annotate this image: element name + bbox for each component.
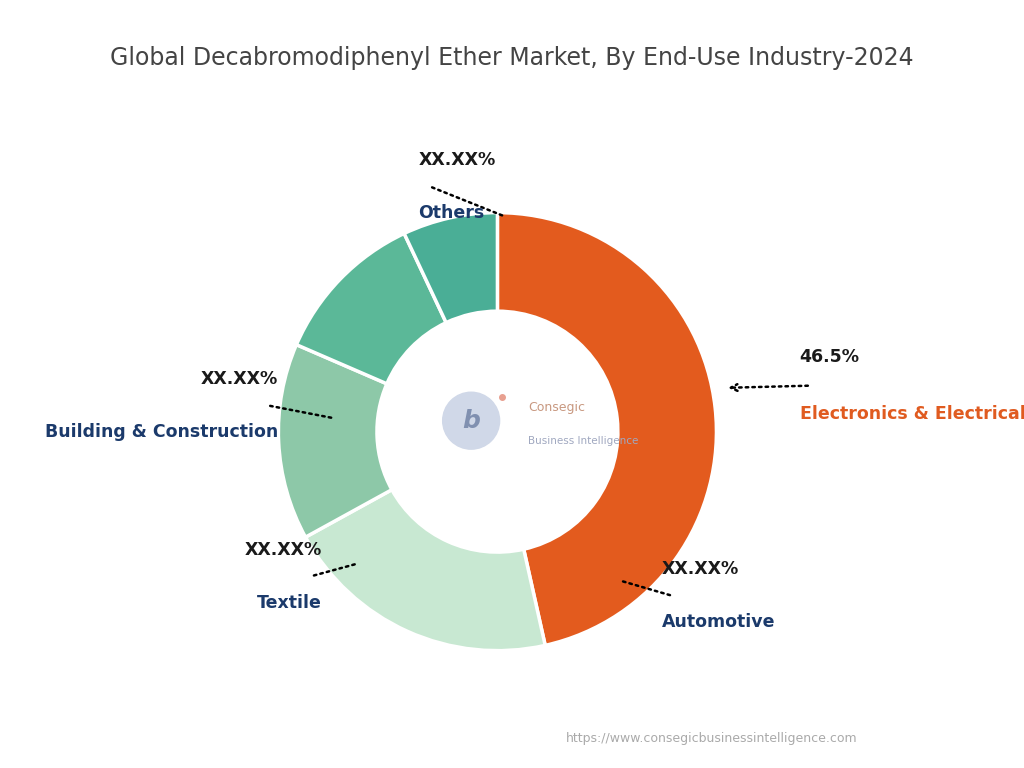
Text: Business Intelligence: Business Intelligence xyxy=(528,436,638,446)
Text: Building & Construction: Building & Construction xyxy=(45,423,279,441)
Text: b: b xyxy=(462,409,480,432)
Text: XX.XX%: XX.XX% xyxy=(419,151,496,169)
Text: Global Decabromodiphenyl Ether Market, By End-Use Industry-2024: Global Decabromodiphenyl Ether Market, B… xyxy=(111,45,913,70)
Wedge shape xyxy=(305,490,545,650)
Wedge shape xyxy=(279,345,392,537)
Text: XX.XX%: XX.XX% xyxy=(201,370,279,388)
Text: Consegic: Consegic xyxy=(528,401,585,414)
Text: XX.XX%: XX.XX% xyxy=(662,561,739,578)
Text: XX.XX%: XX.XX% xyxy=(245,541,323,558)
Text: Textile: Textile xyxy=(257,594,323,612)
Text: Automotive: Automotive xyxy=(662,614,775,631)
Text: 46.5%: 46.5% xyxy=(800,348,860,366)
Text: Others: Others xyxy=(419,204,484,222)
Wedge shape xyxy=(296,233,446,384)
Circle shape xyxy=(442,392,500,449)
Wedge shape xyxy=(404,213,498,323)
Text: https://www.consegicbusinessintelligence.com: https://www.consegicbusinessintelligence… xyxy=(566,733,857,745)
Wedge shape xyxy=(498,213,717,645)
Text: Electronics & Electrical: Electronics & Electrical xyxy=(800,406,1024,423)
